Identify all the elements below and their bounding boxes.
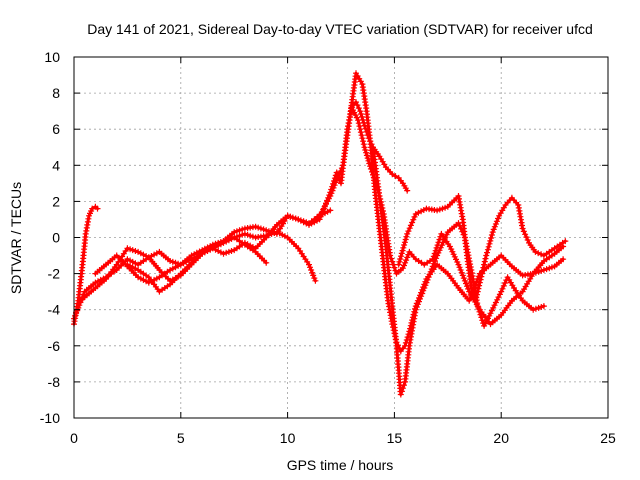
series-markers: [310, 70, 567, 355]
series-track-9: [395, 193, 569, 304]
series-track-8: [370, 144, 547, 398]
y-axis-title: SDTVAR / TECUs: [8, 182, 24, 294]
x-tick-label: 5: [177, 430, 185, 446]
x-tick-label: 20: [493, 430, 509, 446]
series-track-1: [71, 203, 101, 328]
axis-ticks: 0 5 10 15 20 25 -10 -8 -6 -4 -2 0 2 4 6 8 10: [40, 49, 616, 446]
series-markers: [395, 193, 569, 304]
y-tick-label: 2: [52, 193, 60, 209]
y-tick-label: -8: [48, 374, 61, 390]
grid-lines: [74, 57, 608, 418]
y-tick-label: -4: [48, 302, 61, 318]
series-line: [93, 230, 317, 285]
y-tick-label: 8: [52, 85, 60, 101]
x-tick-label: 25: [600, 430, 616, 446]
data-series: [71, 70, 569, 398]
x-tick-label: 10: [280, 430, 296, 446]
y-tick-label: 0: [52, 230, 60, 246]
x-axis-title: GPS time / hours: [287, 457, 394, 473]
x-tick-label: 15: [387, 430, 403, 446]
x-tick-label: 0: [70, 430, 78, 446]
y-tick-label: -6: [48, 338, 61, 354]
y-tick-label: 10: [44, 49, 60, 65]
chart-title: Day 141 of 2021, Sidereal Day-to-day VTE…: [87, 21, 593, 37]
series-track-6: [310, 70, 567, 355]
y-tick-label: -10: [40, 410, 60, 426]
y-tick-label: 6: [52, 121, 60, 137]
y-tick-label: -2: [48, 266, 61, 282]
y-tick-label: 4: [52, 157, 60, 173]
